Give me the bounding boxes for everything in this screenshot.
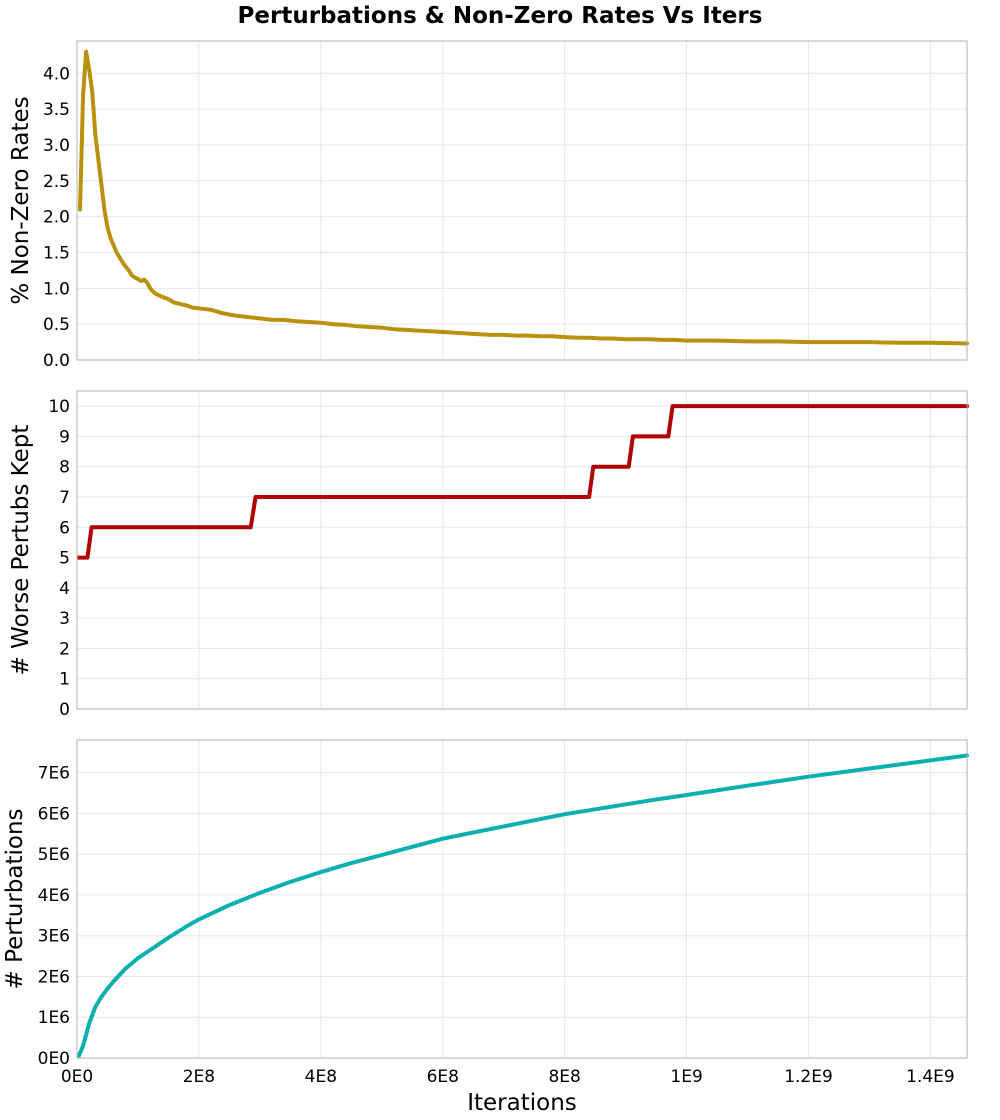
- x-tick-label: 1.4E9: [906, 1067, 955, 1087]
- y-tick-label: 2.0: [43, 208, 70, 228]
- x-axis-label: Iterations: [467, 1090, 577, 1116]
- figure-title: Perturbations & Non-Zero Rates Vs Iters: [238, 3, 763, 29]
- y-tick-label: 9: [59, 427, 70, 447]
- series-line: [76, 404, 969, 560]
- y-tick-label: 4: [59, 579, 70, 599]
- y-tick-label: 2.5: [43, 172, 70, 192]
- x-tick-label: 6E8: [427, 1067, 459, 1087]
- y-tick-label: 0E0: [38, 1049, 70, 1069]
- y-tick-label: 1: [59, 670, 70, 690]
- y-tick-label: 3E6: [38, 927, 70, 947]
- y-tick-label: 2: [59, 639, 70, 659]
- y-tick-label: 4.0: [43, 64, 70, 84]
- y-tick-label: 1.5: [43, 243, 70, 263]
- y-tick-label: 7E6: [38, 764, 70, 784]
- y-tick-label: 10: [48, 397, 70, 417]
- x-tick-label: 8E8: [548, 1067, 580, 1087]
- y-tick-label: 4E6: [38, 886, 70, 906]
- y-tick-label: 8: [59, 458, 70, 478]
- x-tick-label: 4E8: [305, 1067, 337, 1087]
- y-tick-label: 6: [59, 518, 70, 538]
- plot-frame: [76, 40, 968, 361]
- y-tick-label: 6E6: [38, 804, 70, 824]
- y-tick-label: 0: [59, 700, 70, 720]
- y-tick-label: 7: [59, 488, 70, 508]
- series-line: [76, 753, 969, 1058]
- y-tick-label: 5: [59, 549, 70, 569]
- y-tick-label: 3: [59, 609, 70, 629]
- y-tick-label: 3.5: [43, 100, 70, 120]
- x-tick-label: 2E8: [183, 1067, 215, 1087]
- y-axis-label: # Perturbations: [2, 808, 28, 989]
- plot-frame: [76, 739, 968, 1059]
- y-tick-label: 0.5: [43, 315, 70, 335]
- y-tick-label: 1E6: [38, 1008, 70, 1028]
- y-tick-label: 5E6: [38, 845, 70, 865]
- y-tick-label: 0.0: [43, 351, 70, 371]
- x-tick-label: 1.2E9: [784, 1067, 833, 1087]
- y-tick-label: 3.0: [43, 136, 70, 156]
- plot-nonzero-rates: 0.0 0.5 1.0 1.5 2.0 2.5 3.0 3.5 4.0 % Non-Zero Ra…: [8, 40, 969, 371]
- series-line: [78, 49, 969, 346]
- plot-worse-perturbs-kept: 0 1 2 3 4 5 6 7 8 9 10 # Worse Pertubs Kept: [8, 390, 969, 720]
- y-tick-label: 2E6: [38, 967, 70, 987]
- y-axis-label: # Worse Pertubs Kept: [8, 425, 34, 676]
- y-tick-label: 1.0: [43, 279, 70, 299]
- y-axis-label: % Non-Zero Rates: [8, 96, 34, 304]
- x-tick-label: 1E9: [670, 1067, 702, 1087]
- plot-perturbations: 0E0 1E6 2E6 3E6 4E6 5E6 6E6 7E6 0E0 2E8 4E8 6E8 8E8 1…: [2, 739, 969, 1087]
- plot-frame: [76, 390, 968, 710]
- x-tick-label: 0E0: [61, 1067, 93, 1087]
